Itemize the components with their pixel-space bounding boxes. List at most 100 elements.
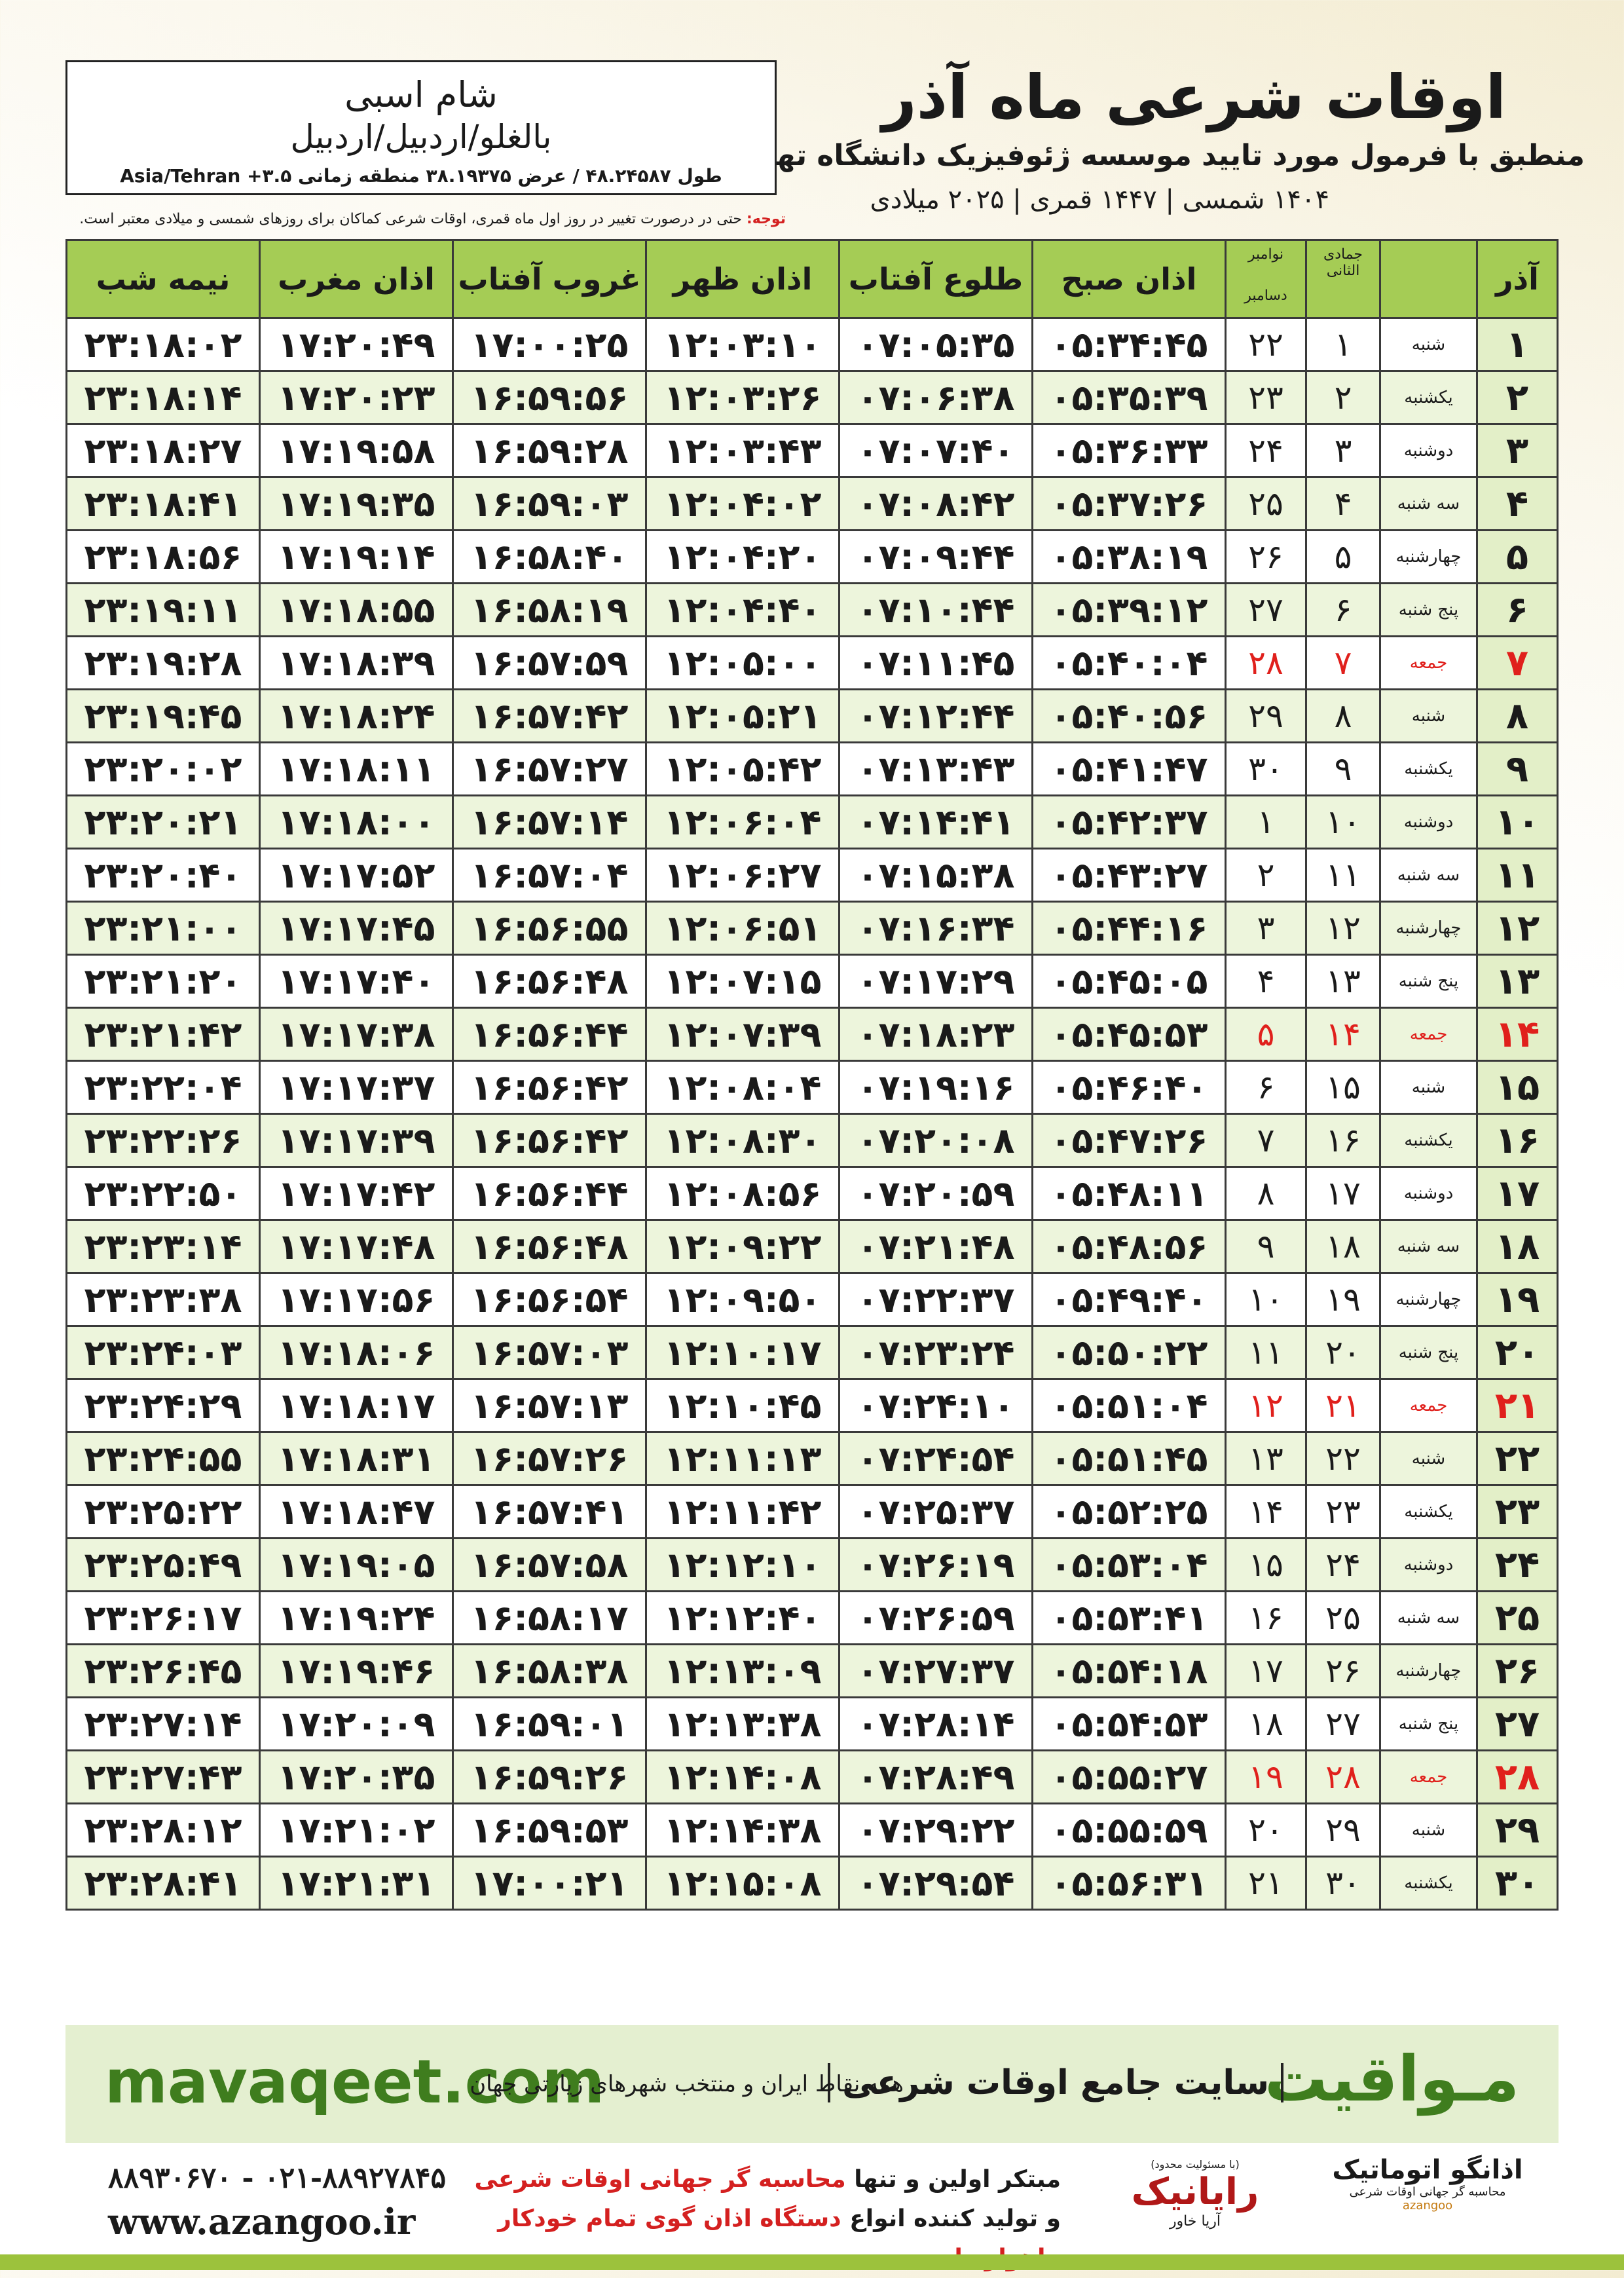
time: ۰۵:۴۲:۳۷ xyxy=(1031,794,1227,850)
hijri-day: ۸ xyxy=(1305,688,1381,743)
day: ۲۸ xyxy=(1476,1749,1559,1804)
time: ۱۶:۵۹:۰۱ xyxy=(452,1696,647,1751)
time: ۱۲:۰۸:۵۶ xyxy=(645,1166,840,1221)
text: و تولید کننده انواع xyxy=(849,2205,1061,2232)
time: ۱۷:۲۱:۰۲ xyxy=(259,1802,454,1858)
time: ۱۷:۰۰:۲۵ xyxy=(452,317,647,372)
col-header: آذر xyxy=(1476,239,1559,319)
time: ۰۵:۵۰:۲۲ xyxy=(1031,1325,1227,1380)
table-row: ۱۸ سه شنبه ۱۸ ۹ ۰۵:۴۸:۵۶ ۰۷:۲۱:۴۸ ۱۲:۰۹:۲۲ ۱۶:۵… xyxy=(65,1219,1559,1274)
time: ۰۷:۲۹:۵۴ xyxy=(838,1856,1033,1911)
weekday: چهارشنبه xyxy=(1379,1643,1478,1698)
time: ۱۶:۵۶:۴۴ xyxy=(452,1166,647,1221)
time: ۱۶:۵۹:۲۸ xyxy=(452,423,647,478)
time: ۱۷:۱۷:۳۹ xyxy=(259,1113,454,1168)
time: ۲۳:۱۹:۴۵ xyxy=(65,688,261,743)
day: ۷ xyxy=(1476,635,1559,690)
time: ۰۷:۰۹:۴۴ xyxy=(838,529,1033,584)
time: ۰۵:۳۵:۳۹ xyxy=(1031,370,1227,425)
gregorian-day: ۹ xyxy=(1225,1219,1307,1274)
weekday: جمعه xyxy=(1379,1749,1478,1804)
gregorian-day: ۳۰ xyxy=(1225,741,1307,796)
hijri-day: ۹ xyxy=(1305,741,1381,796)
time: ۱۲:۰۸:۳۰ xyxy=(645,1113,840,1168)
time: ۱۲:۰۴:۲۰ xyxy=(645,529,840,584)
hijri-day: ۲۵ xyxy=(1305,1590,1381,1645)
text: مبتکر اولین و تنها xyxy=(854,2166,1061,2193)
time: ۱۲:۱۴:۰۸ xyxy=(645,1749,840,1804)
time: ۰۵:۴۷:۲۶ xyxy=(1031,1113,1227,1168)
time: ۱۲:۱۵:۰۸ xyxy=(645,1856,840,1911)
time: ۰۷:۲۲:۳۷ xyxy=(838,1272,1033,1327)
time: ۲۳:۲۷:۴۳ xyxy=(65,1749,261,1804)
time: ۲۳:۲۲:۲۶ xyxy=(65,1113,261,1168)
gregorian-day: ۱۰ xyxy=(1225,1272,1307,1327)
time: ۱۲:۰۵:۲۱ xyxy=(645,688,840,743)
time: ۱۲:۱۳:۳۸ xyxy=(645,1696,840,1751)
gregorian-day: ۲۷ xyxy=(1225,582,1307,637)
table-row: ۲۳ یکشنبه ۲۳ ۱۴ ۰۵:۵۲:۲۵ ۰۷:۲۵:۳۷ ۱۲:۱۱:۴۲ ۱۶:۵… xyxy=(65,1484,1559,1539)
time: ۱۲:۰۳:۱۰ xyxy=(645,317,840,372)
time: ۱۶:۵۷:۲۶ xyxy=(452,1431,647,1486)
website[interactable]: www.azangoo.ir xyxy=(108,2201,416,2243)
time: ۱۲:۰۵:۰۰ xyxy=(645,635,840,690)
time: ۱۲:۱۰:۱۷ xyxy=(645,1325,840,1380)
highlight: محاسبه گر جهانی اوقات شرعی xyxy=(474,2166,846,2193)
time: ۰۷:۱۵:۳۸ xyxy=(838,848,1033,903)
weekday: یکشنبه xyxy=(1379,1484,1478,1539)
table-row: ۲۲ شنبه ۲۲ ۱۳ ۰۵:۵۱:۴۵ ۰۷:۲۴:۵۴ ۱۲:۱۱:۱۳ ۱۶:۵۷:… xyxy=(65,1431,1559,1486)
time: ۰۵:۵۱:۰۴ xyxy=(1031,1378,1227,1433)
time: ۱۲:۰۳:۲۶ xyxy=(645,370,840,425)
day: ۹ xyxy=(1476,741,1559,796)
weekday: پنج شنبه xyxy=(1379,1696,1478,1751)
site-url[interactable]: mavaqeet.com xyxy=(105,2047,605,2117)
time: ۱۷:۱۷:۴۰ xyxy=(259,954,454,1009)
weekday: جمعه xyxy=(1379,1378,1478,1433)
weekday: یکشنبه xyxy=(1379,370,1478,425)
time: ۱۶:۵۷:۲۷ xyxy=(452,741,647,796)
gregorian-day: ۱۲ xyxy=(1225,1378,1307,1433)
dates: ۱۴۰۴ شمسی | ۱۴۴۷ قمری | ۲۰۲۵ میلادی xyxy=(870,185,1329,215)
table-row: ۲۸ جمعه ۲۸ ۱۹ ۰۵:۵۵:۲۷ ۰۷:۲۸:۴۹ ۱۲:۱۴:۰۸ ۱۶:۵۹:… xyxy=(65,1749,1559,1804)
time: ۰۷:۰۵:۳۵ xyxy=(838,317,1033,372)
day: ۲۷ xyxy=(1476,1696,1559,1751)
weekday: دوشنبه xyxy=(1379,794,1478,850)
day: ۲۴ xyxy=(1476,1537,1559,1592)
day: ۲۳ xyxy=(1476,1484,1559,1539)
weekday: شنبه xyxy=(1379,317,1478,372)
time: ۱۷:۲۰:۰۹ xyxy=(259,1696,454,1751)
table-row: ۱۱ سه شنبه ۱۱ ۲ ۰۵:۴۳:۲۷ ۰۷:۱۵:۳۸ ۱۲:۰۶:۲۷ ۱۶:۵… xyxy=(65,848,1559,903)
table-row: ۱۳ پنج شنبه ۱۳ ۴ ۰۵:۴۵:۰۵ ۰۷:۱۷:۲۹ ۱۲:۰۷:۱۵ ۱۶:… xyxy=(65,954,1559,1009)
day: ۱۵ xyxy=(1476,1060,1559,1115)
time: ۱۶:۵۷:۴۲ xyxy=(452,688,647,743)
time: ۰۷:۱۶:۳۴ xyxy=(838,901,1033,956)
time: ۰۷:۲۷:۳۷ xyxy=(838,1643,1033,1698)
time: ۰۵:۵۵:۵۹ xyxy=(1031,1802,1227,1858)
time: ۰۵:۵۴:۱۸ xyxy=(1031,1643,1227,1698)
weekday: جمعه xyxy=(1379,635,1478,690)
col-header: اذان ظهر xyxy=(645,239,840,319)
day: ۱ xyxy=(1476,317,1559,372)
time: ۰۷:۰۸:۴۲ xyxy=(838,476,1033,531)
time: ۰۵:۴۳:۲۷ xyxy=(1031,848,1227,903)
weekday: چهارشنبه xyxy=(1379,1272,1478,1327)
time: ۱۶:۵۷:۴۱ xyxy=(452,1484,647,1539)
note: توجه: حتی در درصورت تغییر در روز اول ماه… xyxy=(65,211,786,227)
time: ۰۵:۳۷:۲۶ xyxy=(1031,476,1227,531)
time: ۱۶:۵۶:۴۲ xyxy=(452,1060,647,1115)
day: ۴ xyxy=(1476,476,1559,531)
time: ۲۳:۱۹:۲۸ xyxy=(65,635,261,690)
time: ۱۲:۰۴:۴۰ xyxy=(645,582,840,637)
day: ۲۵ xyxy=(1476,1590,1559,1645)
gregorian-day: ۳ xyxy=(1225,901,1307,956)
day: ۱۳ xyxy=(1476,954,1559,1009)
time: ۲۳:۲۲:۰۴ xyxy=(65,1060,261,1115)
time: ۰۵:۴۹:۴۰ xyxy=(1031,1272,1227,1327)
hijri-day: ۱۲ xyxy=(1305,901,1381,956)
table-row: ۱۴ جمعه ۱۴ ۵ ۰۵:۴۵:۵۳ ۰۷:۱۸:۲۳ ۱۲:۰۷:۳۹ ۱۶:۵۶:۴… xyxy=(65,1007,1559,1062)
time: ۱۶:۵۶:۴۸ xyxy=(452,954,647,1009)
day: ۲۱ xyxy=(1476,1378,1559,1433)
time: ۰۷:۱۹:۱۶ xyxy=(838,1060,1033,1115)
time: ۱۲:۰۷:۳۹ xyxy=(645,1007,840,1062)
table-row: ۲۱ جمعه ۲۱ ۱۲ ۰۵:۵۱:۰۴ ۰۷:۲۴:۱۰ ۱۲:۱۰:۴۵ ۱۶:۵۷:… xyxy=(65,1378,1559,1433)
